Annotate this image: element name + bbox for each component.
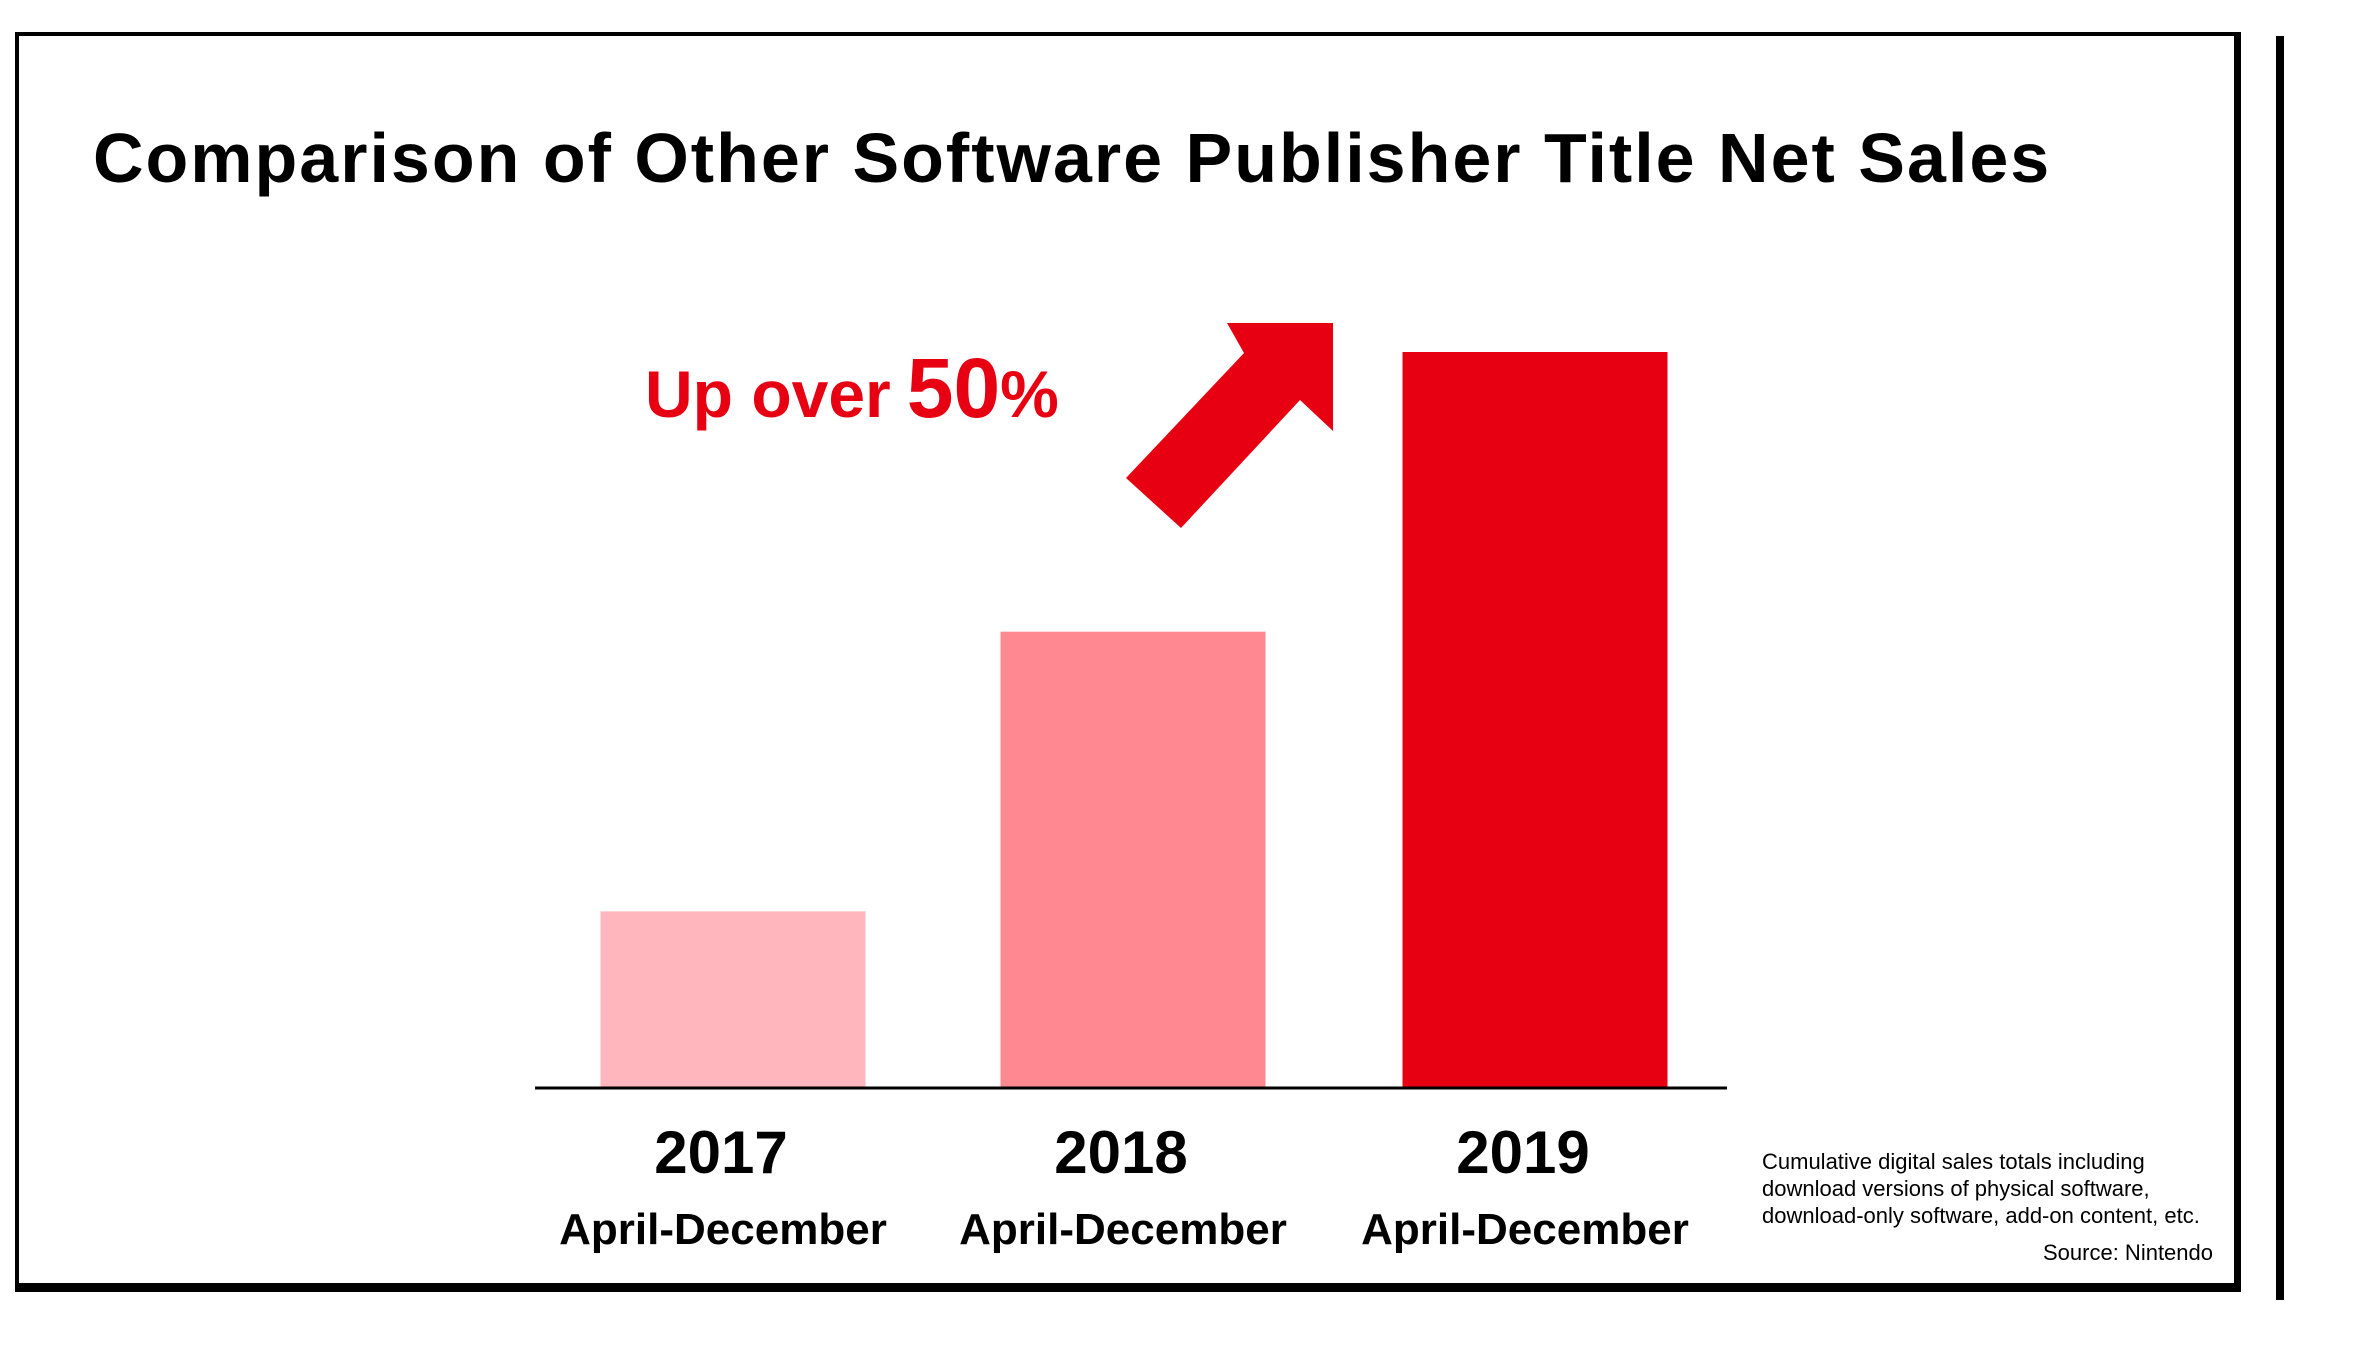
- footnote: Cumulative digital sales totals includin…: [1762, 1148, 2232, 1229]
- bar-2018: [1000, 631, 1266, 1088]
- footnote-line: download versions of physical software,: [1762, 1176, 2150, 1201]
- footnote-line: download-only software, add-on content, …: [1762, 1203, 2200, 1228]
- right-edge-rule: [2276, 36, 2284, 1300]
- callout-lead-text: Up over: [645, 357, 891, 431]
- chart-title: Comparison of Other Software Publisher T…: [93, 119, 2052, 197]
- up-right-arrow-icon: [1126, 323, 1333, 528]
- x-tick-label: 2018: [1054, 1119, 1188, 1186]
- callout-percent-symbol: %: [1000, 357, 1059, 431]
- footnote-line: Cumulative digital sales totals includin…: [1762, 1149, 2145, 1174]
- x-tick-label: 2019: [1456, 1119, 1590, 1186]
- bars-layer: [600, 352, 1668, 1088]
- callout-value: 50: [906, 341, 1001, 435]
- bar-2019: [1402, 352, 1668, 1088]
- x-tick-sublabel: April-December: [1361, 1205, 1689, 1254]
- bar-2017: [600, 911, 866, 1088]
- x-tick-sublabel: April-December: [959, 1205, 1287, 1254]
- x-tick-label: 2017: [654, 1119, 788, 1186]
- source-note: Source: Nintendo: [2043, 1240, 2213, 1265]
- x-tick-sublabel: April-December: [559, 1205, 887, 1254]
- growth-callout: Up over 50%: [645, 340, 1059, 437]
